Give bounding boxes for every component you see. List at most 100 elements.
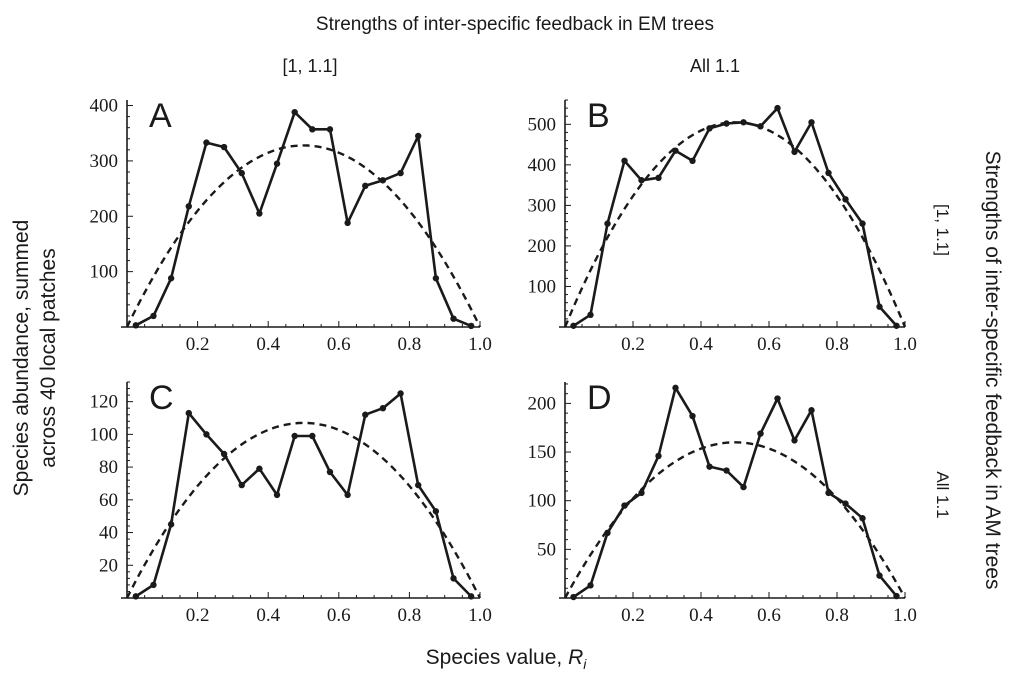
data-point-c — [344, 491, 351, 499]
y-tick-label-a: 200 — [90, 206, 119, 227]
data-point-d — [808, 407, 815, 414]
data-point-b — [621, 157, 628, 165]
y-axis-label-line1: Species abundance, summed — [10, 220, 33, 497]
x-axis-label-sub: i — [583, 656, 587, 672]
x-tick-label-d: 1.0 — [893, 605, 917, 626]
x-tick-label-d: 0.8 — [825, 605, 849, 626]
data-point-b — [876, 303, 883, 310]
y-tick-label-c: 100 — [90, 424, 119, 445]
data-point-c — [273, 491, 281, 499]
row-label-top: [1, 1.1] — [933, 204, 952, 256]
x-axis-label-text: Species value, — [426, 646, 568, 669]
data-point-d — [706, 463, 713, 470]
data-point-d — [655, 452, 662, 460]
y-tick-label-b: 400 — [528, 155, 557, 176]
data-point-d — [842, 500, 849, 507]
x-tick-label-c: 1.0 — [468, 605, 492, 626]
data-point-d — [774, 395, 781, 402]
y-tick-label-b: 100 — [528, 276, 557, 297]
data-point-b — [638, 177, 645, 184]
panel-c: 0.2 0.4 0.6 0.8 1.0 20 40 60 80 100 120 C — [90, 379, 492, 626]
data-point-b — [723, 120, 730, 127]
data-point-a — [203, 139, 210, 146]
data-point-c — [415, 481, 422, 489]
y-tick-label-d: 200 — [528, 393, 557, 414]
data-series-b — [572, 106, 898, 327]
data-point-b — [587, 311, 594, 319]
x-tick-label-a: 1.0 — [468, 334, 492, 355]
data-series-c — [135, 392, 473, 598]
data-point-d — [672, 384, 679, 392]
x-tick-label-b: 0.8 — [825, 334, 849, 355]
data-point-b — [740, 119, 747, 126]
data-point-c — [150, 581, 157, 589]
x-tick-label-d: 0.2 — [621, 605, 645, 626]
x-axis-label-var: R — [568, 646, 583, 669]
x-tick-label-d: 0.4 — [689, 605, 713, 626]
data-point-d — [757, 430, 764, 437]
y-tick-label-d: 100 — [528, 491, 557, 512]
x-tick-label-b: 1.0 — [893, 334, 917, 355]
data-point-d — [723, 467, 730, 474]
panel-b: 0.2 0.4 0.6 0.8 1.0 100 200 300 400 500 B — [528, 97, 917, 355]
data-point-b — [774, 104, 781, 112]
data-point-c — [450, 575, 457, 582]
data-point-a — [167, 275, 175, 282]
panel-label-d: D — [587, 379, 612, 417]
y-tick-label-c: 80 — [99, 457, 118, 478]
data-point-c — [167, 521, 175, 528]
data-point-b — [808, 119, 815, 126]
data-point-a — [291, 108, 298, 116]
top-title: Strengths of inter-specific feedback in … — [316, 14, 714, 35]
x-tick-label-a: 0.6 — [327, 334, 351, 355]
data-point-a — [309, 126, 316, 133]
x-tick-label-a: 0.8 — [398, 334, 422, 355]
data-point-d — [570, 593, 577, 601]
data-point-d — [604, 529, 611, 537]
data-point-d — [689, 412, 696, 420]
y-axis-label-line2: across 40 local patches — [37, 248, 60, 467]
x-tick-label-c: 0.2 — [186, 605, 210, 626]
panel-label-a: A — [149, 97, 172, 135]
data-series-a — [135, 110, 472, 328]
data-series-d — [572, 386, 898, 599]
y-tick-label-a: 300 — [90, 151, 119, 172]
data-point-c — [256, 465, 263, 472]
data-point-c — [185, 409, 192, 417]
data-point-b — [655, 174, 662, 182]
y-tick-label-c: 60 — [99, 490, 118, 511]
data-point-b — [893, 322, 900, 329]
x-tick-label-b: 0.4 — [689, 334, 713, 355]
y-tick-label-d: 150 — [528, 442, 557, 463]
data-point-a — [397, 169, 404, 177]
x-tick-label-b: 0.2 — [621, 334, 645, 355]
fit-curve-c — [125, 421, 482, 599]
data-point-a — [238, 169, 245, 177]
data-point-a — [185, 203, 192, 210]
column-label-left: [1, 1.1] — [282, 56, 337, 76]
right-title: Strengths of inter-specific feedback in … — [981, 151, 1004, 590]
data-point-a — [344, 219, 351, 227]
data-point-d — [621, 502, 628, 509]
data-point-b — [791, 148, 798, 156]
x-tick-label-d: 0.6 — [757, 605, 781, 626]
data-point-c — [379, 404, 387, 412]
data-point-d — [825, 489, 832, 497]
y-tick-label-a: 400 — [90, 96, 119, 117]
y-tick-label-d: 50 — [537, 539, 556, 560]
data-point-a — [362, 182, 369, 190]
data-point-a — [467, 322, 475, 330]
data-point-a — [256, 210, 263, 217]
data-point-d — [587, 582, 594, 589]
data-point-a — [150, 312, 157, 320]
x-tick-label-b: 0.6 — [757, 334, 781, 355]
column-label-right: All 1.1 — [690, 56, 740, 76]
panels-group: 0.2 0.4 0.6 0.8 1.0 100 200 300 400 A 0.2 0.4 0.6 0.8… — [90, 96, 917, 626]
fit-curve-a — [125, 144, 482, 328]
data-point-c — [203, 431, 210, 438]
y-tick-label-b: 500 — [528, 114, 557, 135]
x-tick-label-c: 0.6 — [327, 605, 351, 626]
data-point-d — [740, 483, 747, 491]
data-point-a — [450, 315, 457, 322]
data-point-c — [467, 593, 475, 600]
